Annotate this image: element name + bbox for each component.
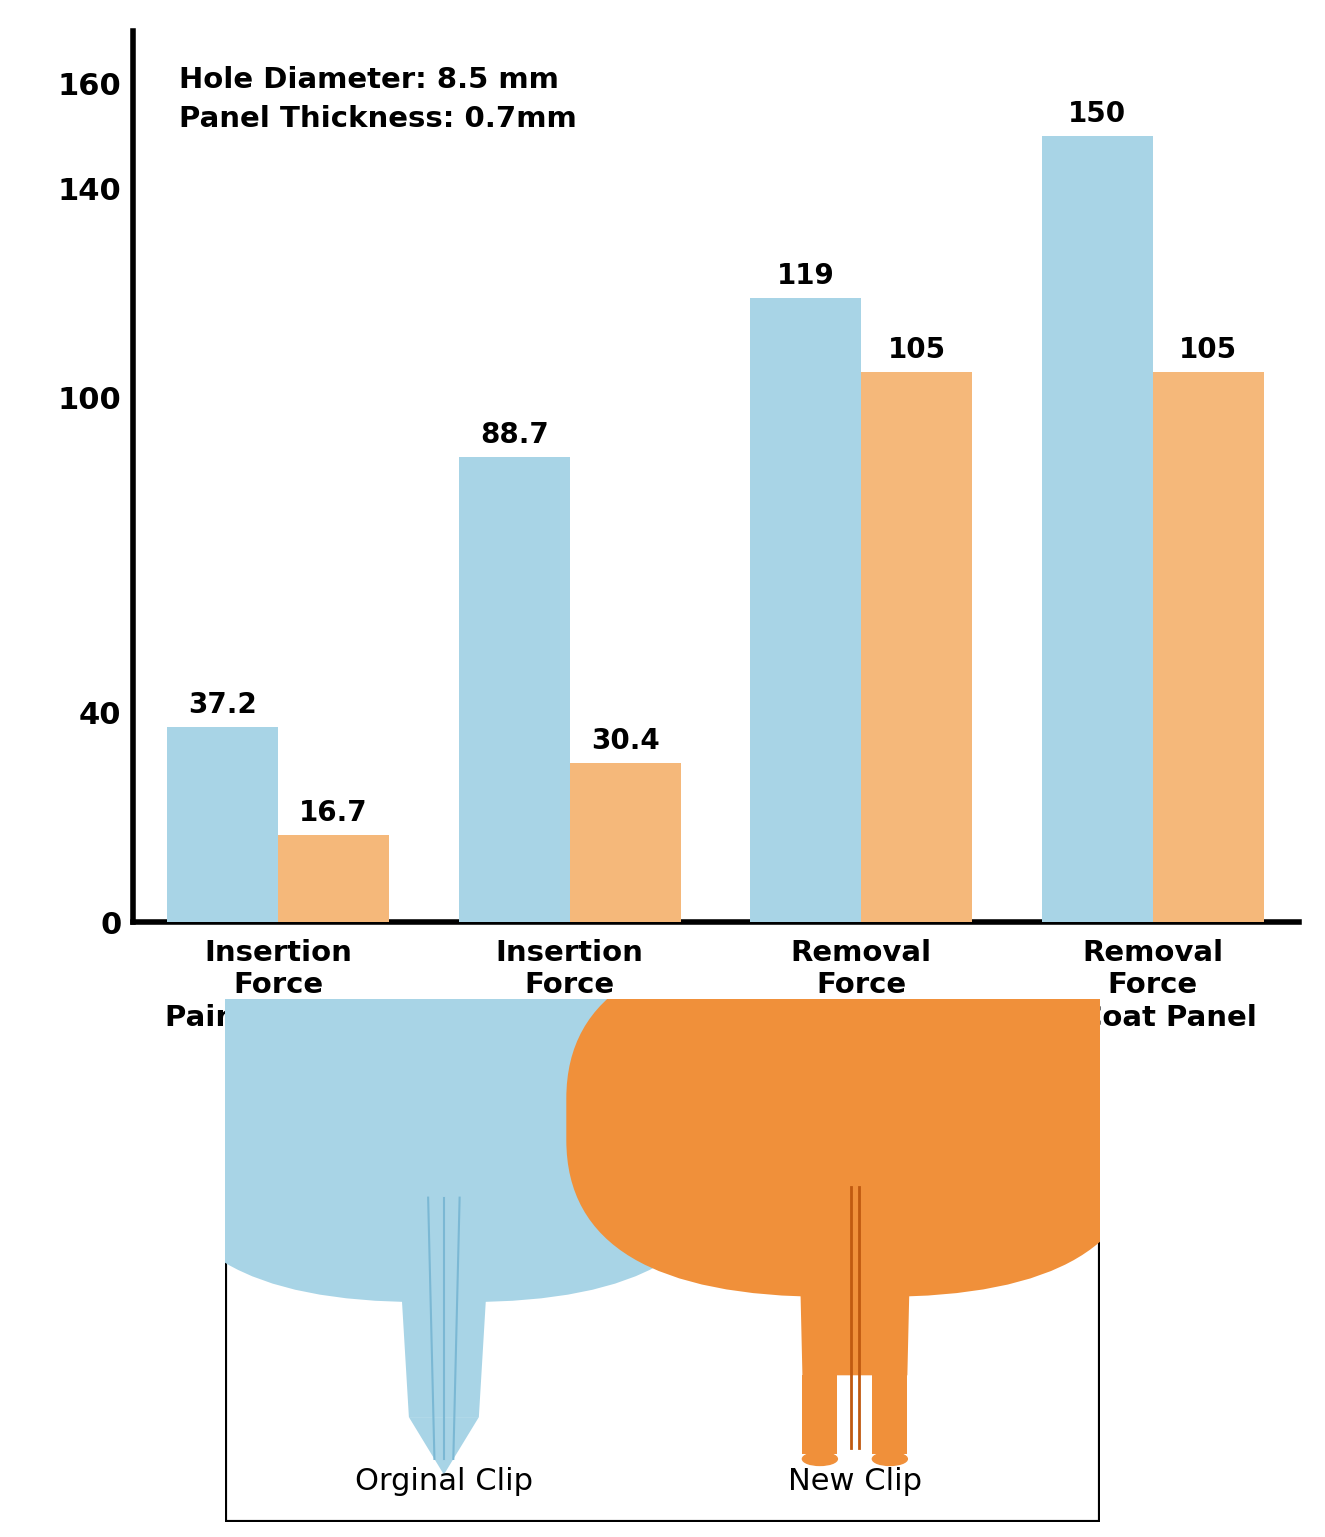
Bar [861,372,973,922]
Ellipse shape [356,1140,531,1160]
FancyBboxPatch shape [160,931,729,1302]
Text: New Clip: New Clip [788,1466,922,1496]
Text: Hole Diameter: 8.5 mm
Panel Thickness: 0.7mm: Hole Diameter: 8.5 mm Panel Thickness: 0… [179,66,576,134]
Text: 105: 105 [888,335,946,364]
Ellipse shape [763,1134,946,1156]
Bar [458,456,570,922]
Text: 30.4: 30.4 [591,727,660,755]
Polygon shape [798,1187,912,1376]
Ellipse shape [347,1076,541,1099]
Polygon shape [803,1376,837,1454]
Bar [1041,135,1153,922]
Ellipse shape [803,1452,837,1465]
Text: 37.2: 37.2 [188,692,257,719]
Polygon shape [872,1376,908,1454]
Text: 119: 119 [776,263,835,290]
Bar [278,835,390,922]
Text: 150: 150 [1068,100,1126,128]
Bar [750,298,861,922]
Ellipse shape [776,1173,934,1191]
FancyBboxPatch shape [566,942,1143,1297]
Ellipse shape [750,1090,959,1116]
Text: Orginal Clip: Orginal Clip [355,1466,533,1496]
Ellipse shape [370,1183,518,1202]
Polygon shape [396,1197,492,1417]
Text: 88.7: 88.7 [480,421,549,449]
Text: 16.7: 16.7 [299,799,368,827]
Bar [1153,372,1264,922]
Bar [570,762,681,922]
Ellipse shape [872,1452,908,1465]
Bar [167,727,278,922]
Text: 105: 105 [1179,335,1238,364]
Polygon shape [409,1417,478,1474]
